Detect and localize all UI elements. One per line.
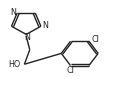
Text: N: N — [10, 8, 16, 17]
Text: HO: HO — [8, 60, 20, 69]
Text: Cl: Cl — [67, 66, 74, 75]
Text: N: N — [42, 21, 48, 30]
Text: Cl: Cl — [92, 35, 99, 44]
Text: N: N — [24, 33, 30, 42]
